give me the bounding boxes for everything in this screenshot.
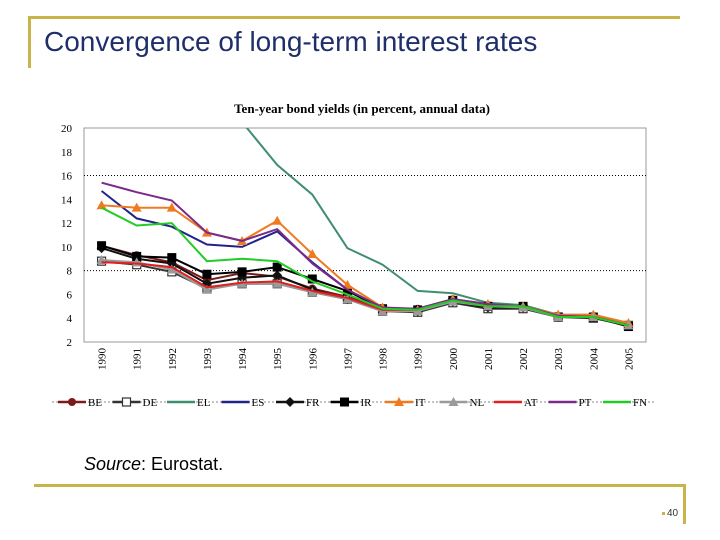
source-note: Source: Eurostat.: [84, 454, 223, 475]
legend-item-es: ES: [221, 397, 265, 409]
x-tick-label: 2004: [588, 348, 600, 371]
data-point: [202, 269, 212, 279]
legend-label: BE: [88, 397, 102, 409]
y-tick-label: 4: [67, 313, 73, 325]
data-point: [96, 200, 107, 210]
legend-label: NL: [470, 397, 485, 409]
legend-label: FR: [306, 397, 320, 409]
legend-item-be: BE: [58, 397, 102, 409]
chart-title: Ten-year bond yields (in percent, annual…: [234, 101, 490, 116]
x-tick-label: 2001: [483, 348, 495, 370]
legend-label: EL: [197, 397, 211, 409]
series-line: [101, 206, 629, 327]
x-tick-label: 1991: [132, 348, 144, 370]
page-number-text: 40: [667, 508, 679, 519]
data-point: [285, 397, 295, 407]
page-number: 40: [662, 508, 678, 519]
legend-item-de: DE: [112, 397, 158, 409]
source-text: : Eurostat.: [141, 454, 224, 474]
legend-item-it: IT: [385, 397, 426, 409]
legend-item-nl: NL: [439, 397, 485, 409]
legend-label: ES: [252, 397, 265, 409]
x-tick-label: 1999: [413, 348, 425, 371]
source-label: Source: [84, 454, 142, 474]
frame-left-rule: [28, 16, 31, 68]
data-point: [201, 284, 212, 294]
data-point: [272, 215, 283, 225]
bullet-icon: [662, 511, 665, 515]
data-point: [132, 251, 142, 261]
series-ir: [97, 241, 633, 332]
data-point: [237, 267, 247, 277]
data-point: [272, 270, 283, 281]
data-point: [448, 397, 459, 406]
x-tick-label: 2002: [518, 348, 530, 370]
x-tick-label: 1992: [167, 348, 179, 370]
data-point: [272, 278, 283, 288]
legend-label: DE: [143, 397, 158, 409]
x-tick-label: 1996: [307, 348, 319, 371]
data-point: [68, 398, 76, 406]
y-tick-label: 18: [61, 147, 73, 159]
plot-area: [83, 127, 647, 343]
y-tick-label: 20: [61, 123, 73, 135]
x-tick-label: 2000: [448, 348, 460, 371]
x-tick-label: 1994: [237, 348, 249, 371]
legend-label: FN: [633, 397, 647, 409]
series-it: [96, 200, 634, 327]
data-point: [97, 241, 107, 251]
x-tick-label: 1990: [97, 348, 109, 371]
data-point: [307, 249, 318, 259]
legend-item-fn: FN: [603, 397, 647, 409]
frame-right-rule: [683, 484, 686, 524]
data-point: [272, 262, 282, 272]
data-point: [340, 397, 349, 407]
x-tick-label: 2005: [623, 348, 635, 371]
data-point: [166, 202, 177, 212]
legend-label: PT: [579, 397, 592, 409]
series-el: [245, 128, 629, 324]
legend-label: AT: [524, 397, 538, 409]
legend-item-fr: FR: [276, 397, 320, 409]
x-tick-label: 1998: [378, 348, 390, 371]
y-tick-label: 16: [61, 171, 73, 183]
legend-item-el: EL: [167, 397, 211, 409]
legend-item-pt: PT: [548, 397, 592, 409]
series-line: [101, 259, 629, 327]
series-line: [245, 128, 629, 324]
y-tick-label: 8: [67, 266, 73, 278]
y-tick-label: 2: [67, 337, 73, 349]
y-tick-label: 12: [61, 218, 72, 230]
x-tick-label: 1993: [202, 348, 214, 371]
data-point: [394, 397, 404, 406]
data-point: [307, 274, 317, 284]
data-point: [121, 397, 132, 407]
data-point: [166, 264, 177, 274]
x-tick-label: 1997: [342, 348, 354, 371]
slide-title: Convergence of long-term interest rates: [44, 26, 538, 57]
y-tick-label: 6: [67, 289, 73, 301]
data-point: [131, 202, 142, 212]
x-tick-label: 2003: [553, 348, 565, 371]
y-tick-label: 10: [61, 242, 73, 254]
y-tick-label: 14: [61, 194, 73, 206]
data-point: [167, 253, 177, 263]
frame-bottom-rule: [34, 484, 686, 487]
legend-item-at: AT: [494, 397, 538, 409]
legend-item-ir: IR: [330, 397, 373, 409]
series-fn: [101, 206, 629, 327]
frame-top-rule: [28, 16, 680, 19]
legend-label: IR: [361, 397, 373, 409]
data-point: [342, 286, 352, 296]
x-tick-label: 1995: [272, 348, 284, 371]
legend-label: IT: [415, 397, 426, 409]
